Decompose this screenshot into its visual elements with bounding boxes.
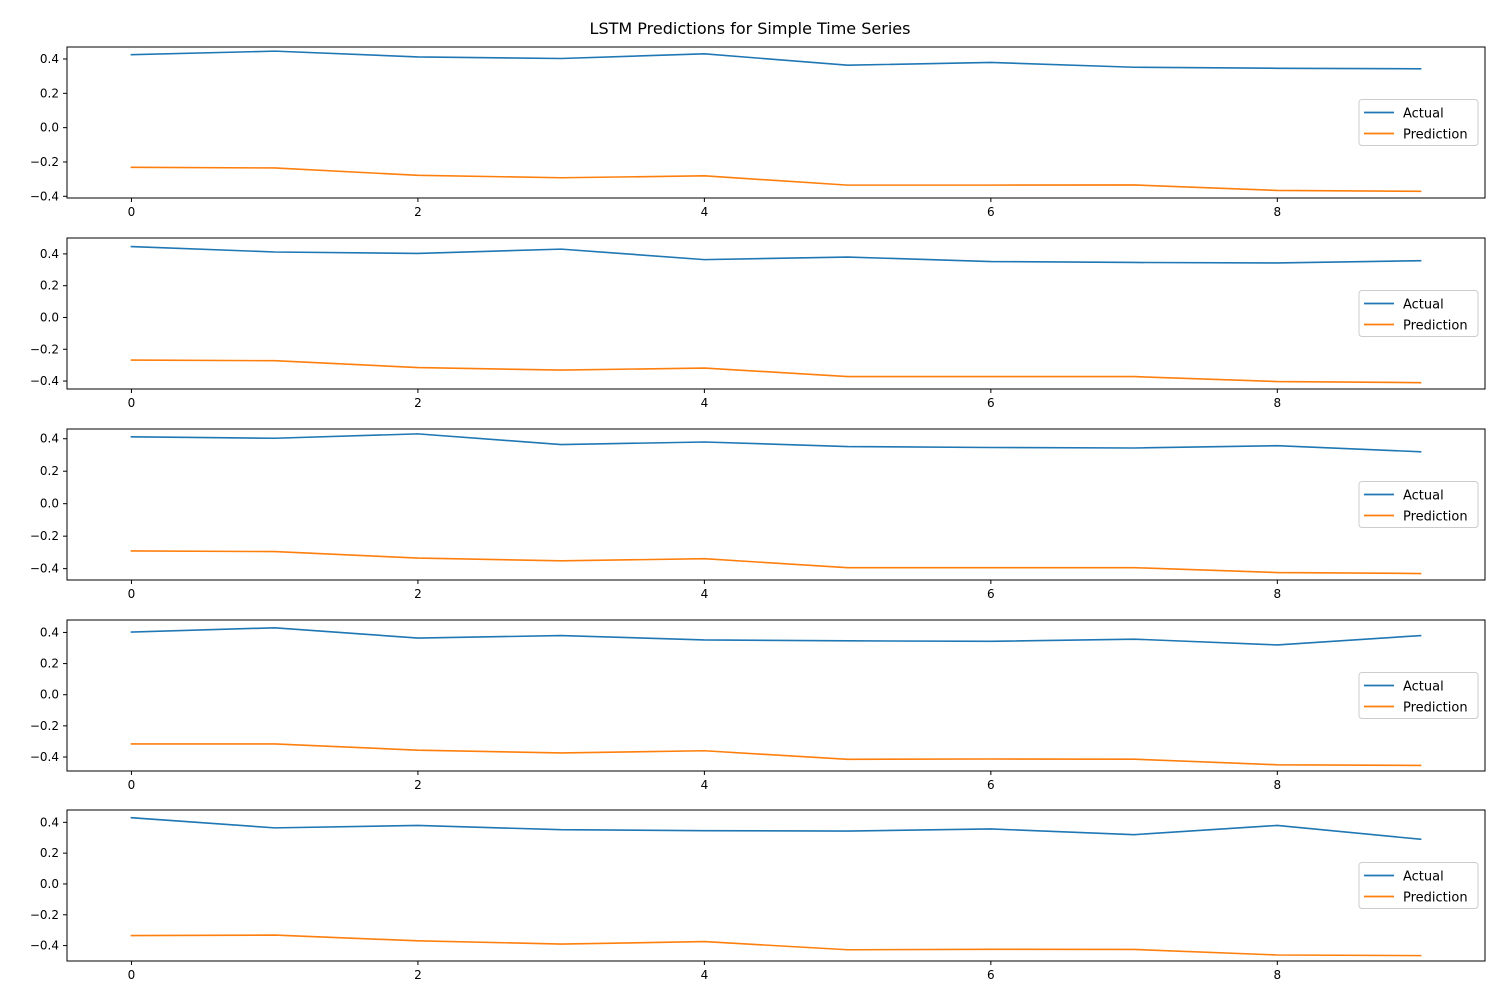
x-tick-label: 4 bbox=[701, 587, 709, 601]
series-line-actual bbox=[130, 433, 1422, 453]
legend: Actual Prediction bbox=[1358, 862, 1479, 909]
legend-label-prediction: Prediction bbox=[1403, 701, 1468, 716]
y-tick-label: 0.4 bbox=[40, 52, 59, 66]
legend: Actual Prediction bbox=[1358, 290, 1479, 337]
series-line-prediction bbox=[130, 166, 1422, 193]
x-tick-label: 0 bbox=[128, 587, 136, 601]
x-tick-label: 2 bbox=[414, 587, 422, 601]
axes-frame bbox=[66, 428, 1486, 581]
x-tick-label: 4 bbox=[701, 205, 709, 219]
y-tick-label: 0.0 bbox=[40, 688, 59, 702]
axes-frame bbox=[66, 46, 1486, 199]
legend-label-actual: Actual bbox=[1403, 107, 1444, 122]
y-tick-label: 0.4 bbox=[40, 247, 59, 261]
legend: Actual Prediction bbox=[1358, 672, 1479, 719]
legend-label-actual: Actual bbox=[1403, 298, 1444, 313]
y-tick-label: −0.2 bbox=[30, 529, 59, 543]
legend-label-actual: Actual bbox=[1403, 870, 1444, 885]
y-tick-label: −0.4 bbox=[30, 189, 59, 203]
y-tick-label: −0.2 bbox=[30, 719, 59, 733]
x-tick-label: 2 bbox=[414, 778, 422, 792]
x-tick-label: 8 bbox=[1273, 396, 1281, 410]
series-line-prediction bbox=[130, 934, 1422, 957]
x-tick-label: 8 bbox=[1273, 587, 1281, 601]
y-tick-label: −0.2 bbox=[30, 342, 59, 356]
y-tick-label: 0.4 bbox=[40, 625, 59, 639]
x-tick-label: 6 bbox=[987, 587, 995, 601]
y-tick-label: 0.2 bbox=[40, 846, 59, 860]
x-tick-label: 4 bbox=[701, 778, 709, 792]
series-line-actual bbox=[130, 50, 1422, 70]
x-tick-label: 6 bbox=[987, 778, 995, 792]
y-tick-label: 0.2 bbox=[40, 657, 59, 671]
series-line-actual bbox=[130, 245, 1422, 264]
x-tick-label: 8 bbox=[1273, 778, 1281, 792]
y-tick-label: 0.2 bbox=[40, 464, 59, 478]
legend-label-actual: Actual bbox=[1403, 680, 1444, 695]
x-tick-label: 6 bbox=[987, 205, 995, 219]
x-tick-label: 6 bbox=[987, 968, 995, 982]
y-tick-label: 0.0 bbox=[40, 877, 59, 891]
y-tick-label: 0.2 bbox=[40, 279, 59, 293]
y-tick-label: −0.4 bbox=[30, 939, 59, 953]
legend-label-prediction: Prediction bbox=[1403, 510, 1468, 525]
y-tick-label: −0.4 bbox=[30, 750, 59, 764]
axes-frame bbox=[66, 619, 1486, 772]
y-tick-label: −0.2 bbox=[30, 155, 59, 169]
y-tick-label: 0.4 bbox=[40, 815, 59, 829]
subplot-4: 0 2 4 6 8 0.4 0.2 0.0 −0.2 −0.4 Actual Prediction bbox=[30, 619, 1486, 792]
series-line-actual bbox=[130, 626, 1422, 646]
series-line-prediction bbox=[130, 359, 1422, 384]
x-tick-label: 0 bbox=[128, 396, 136, 410]
legend-label-prediction: Prediction bbox=[1403, 128, 1468, 143]
y-tick-label: 0.0 bbox=[40, 121, 59, 135]
subplot-grid: 0 2 4 6 8 0.4 0.2 0.0 −0.2 −0.4 Actual Prediction 0 2… bbox=[30, 46, 1486, 982]
legend: Actual Prediction bbox=[1358, 481, 1479, 528]
series-line-prediction bbox=[130, 550, 1422, 575]
y-tick-label: 0.4 bbox=[40, 432, 59, 446]
x-tick-label: 6 bbox=[987, 396, 995, 410]
x-tick-label: 0 bbox=[128, 205, 136, 219]
legend-label-prediction: Prediction bbox=[1403, 891, 1468, 906]
axes-frame bbox=[66, 237, 1486, 390]
legend-label-actual: Actual bbox=[1403, 489, 1444, 504]
figure-title: LSTM Predictions for Simple Time Series bbox=[590, 19, 911, 38]
axes-frame bbox=[66, 809, 1486, 962]
y-tick-label: 0.2 bbox=[40, 86, 59, 100]
subplot-2: 0 2 4 6 8 0.4 0.2 0.0 −0.2 −0.4 Actual Prediction bbox=[30, 237, 1486, 410]
x-tick-label: 4 bbox=[701, 396, 709, 410]
x-tick-label: 8 bbox=[1273, 968, 1281, 982]
subplot-3: 0 2 4 6 8 0.4 0.2 0.0 −0.2 −0.4 Actual Prediction bbox=[30, 428, 1486, 601]
x-tick-label: 8 bbox=[1273, 205, 1281, 219]
series-line-prediction bbox=[130, 743, 1422, 767]
x-tick-label: 2 bbox=[414, 396, 422, 410]
legend-label-prediction: Prediction bbox=[1403, 319, 1468, 334]
x-tick-label: 2 bbox=[414, 968, 422, 982]
subplot-1: 0 2 4 6 8 0.4 0.2 0.0 −0.2 −0.4 Actual Prediction bbox=[30, 46, 1486, 219]
y-tick-label: 0.0 bbox=[40, 310, 59, 324]
legend: Actual Prediction bbox=[1358, 99, 1479, 146]
x-tick-label: 4 bbox=[701, 968, 709, 982]
x-tick-label: 0 bbox=[128, 968, 136, 982]
y-tick-label: −0.4 bbox=[30, 562, 59, 576]
x-tick-label: 2 bbox=[414, 205, 422, 219]
x-tick-label: 0 bbox=[128, 778, 136, 792]
series-line-actual bbox=[130, 816, 1422, 841]
subplot-5: 0 2 4 6 8 0.4 0.2 0.0 −0.2 −0.4 Actual Prediction bbox=[30, 809, 1486, 982]
y-tick-label: −0.2 bbox=[30, 908, 59, 922]
y-tick-label: 0.0 bbox=[40, 497, 59, 511]
y-tick-label: −0.4 bbox=[30, 374, 59, 388]
